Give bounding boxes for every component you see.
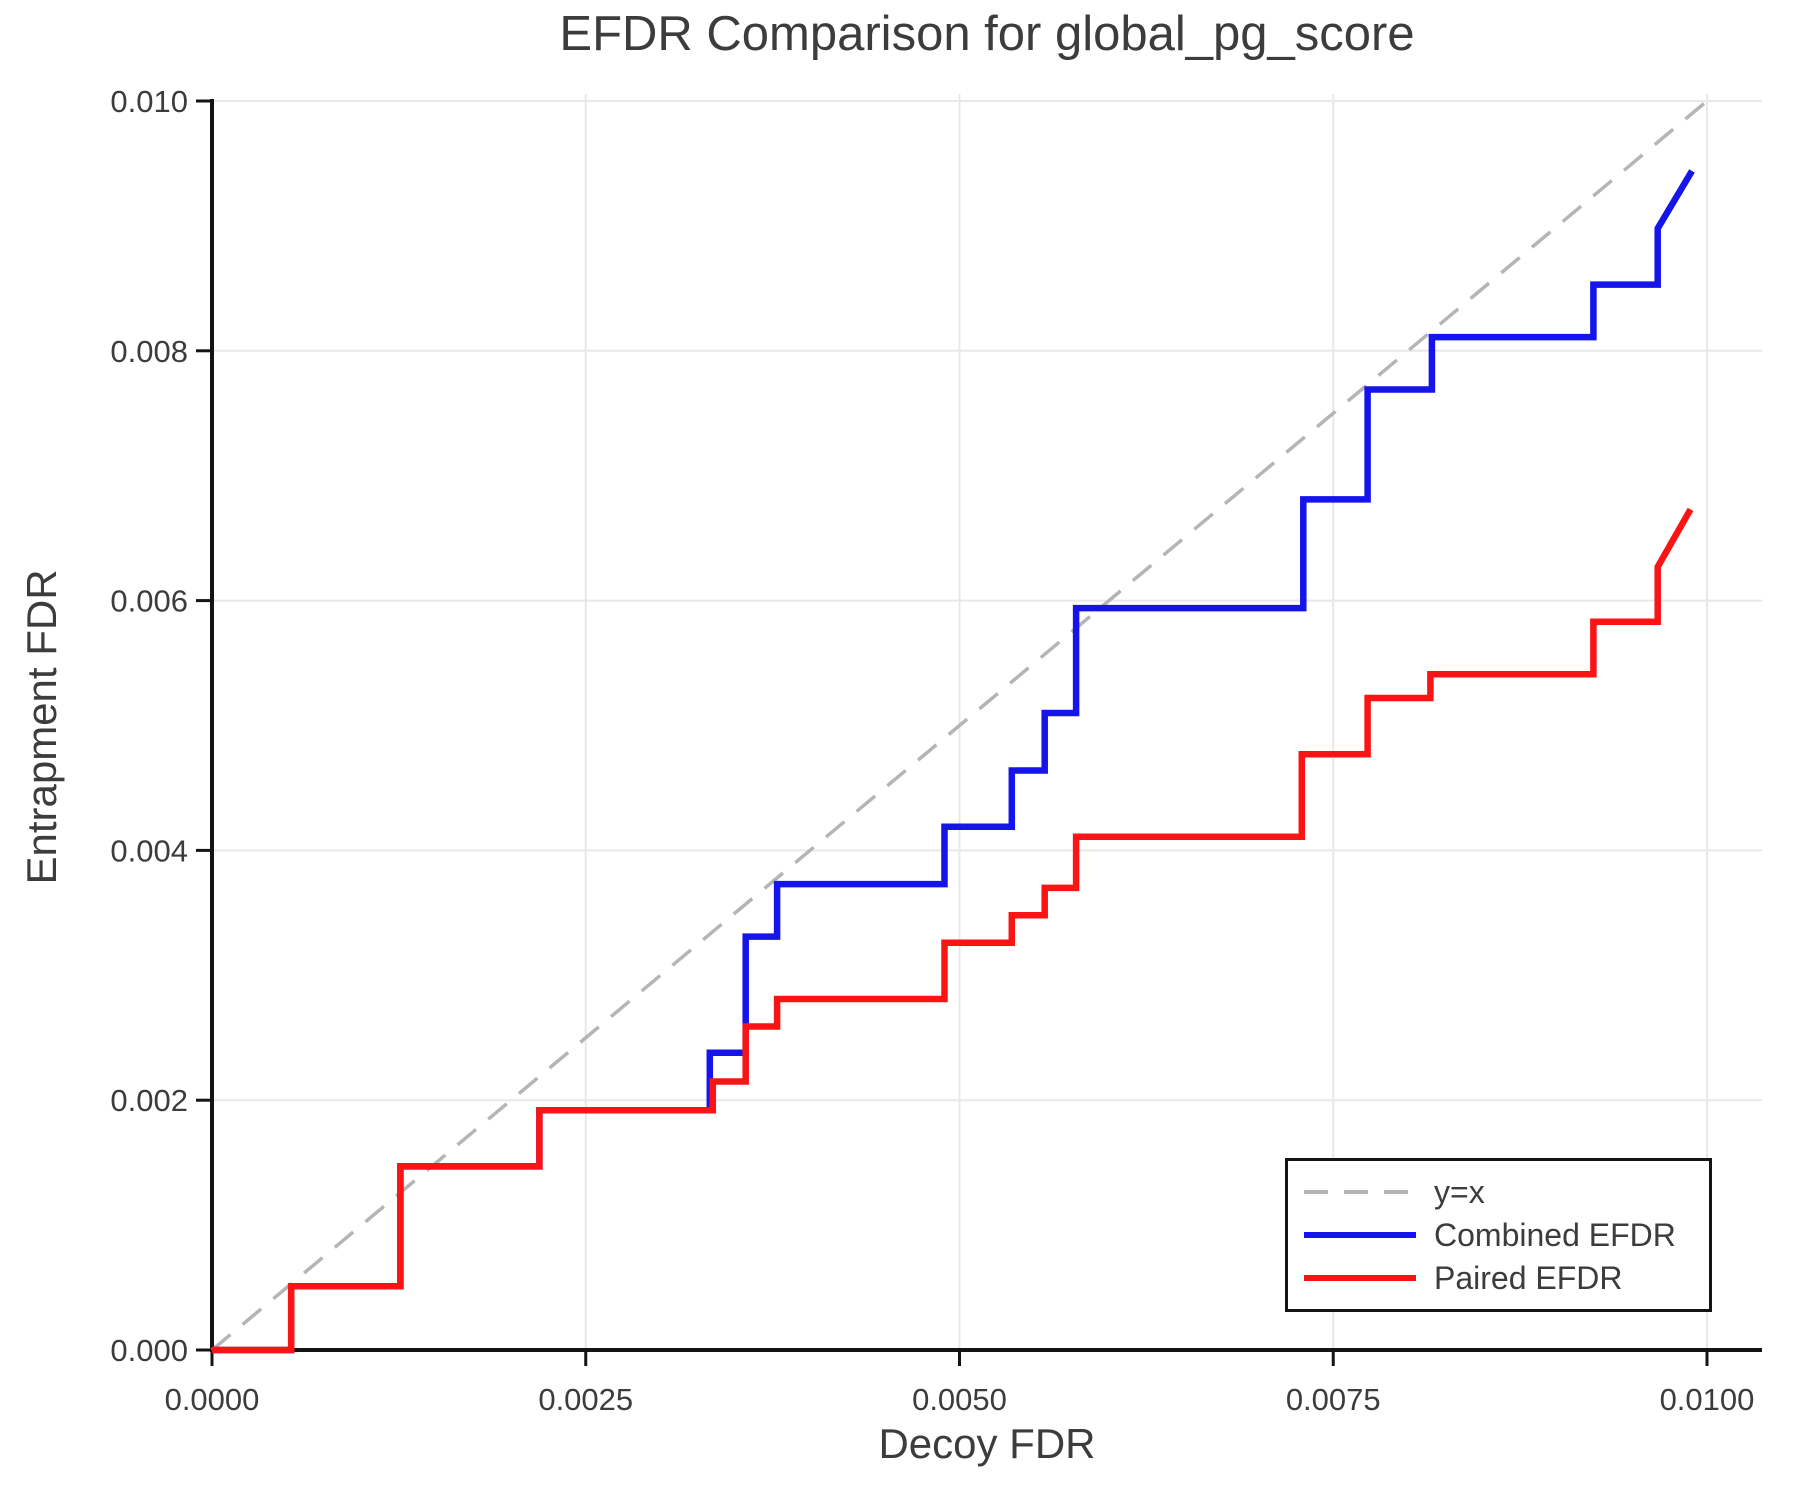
y-tick-label: 0.000	[110, 1333, 188, 1368]
x-tick-label: 0.0050	[912, 1382, 1007, 1417]
paired-efdr-line-swatch	[1304, 1275, 1416, 1281]
y-tick-label: 0.006	[110, 584, 188, 619]
series-identity-line	[210, 99, 1709, 1352]
legend-label-identity: y=x	[1434, 1174, 1485, 1210]
x-tick-label: 0.0100	[1660, 1382, 1755, 1417]
y-tick-label: 0.010	[110, 84, 188, 119]
chart-title: EFDR Comparison for global_pg_score	[559, 7, 1415, 61]
legend-entry-identity: y=x	[1304, 1173, 1709, 1211]
identity-dashed-line-swatch	[1304, 1190, 1416, 1194]
legend-entry-paired: Paired EFDR	[1304, 1259, 1709, 1297]
y-tick-label: 0.004	[110, 833, 188, 868]
y-tick-label: 0.008	[110, 334, 188, 369]
series-paired-efdr-line	[212, 507, 1694, 1354]
y-axis-title: Entrapment FDR	[18, 569, 65, 885]
legend-label-paired: Paired EFDR	[1434, 1260, 1623, 1296]
legend-entry-combined: Combined EFDR	[1304, 1216, 1709, 1254]
x-axis-title: Decoy FDR	[878, 1420, 1096, 1467]
combined-efdr-line-swatch	[1304, 1232, 1416, 1238]
x-tick-label: 0.0000	[165, 1382, 260, 1417]
y-tick-label: 0.002	[110, 1083, 188, 1118]
legend-label-combined: Combined EFDR	[1434, 1217, 1676, 1253]
x-tick-label: 0.0075	[1286, 1382, 1381, 1417]
x-tick-label: 0.0025	[538, 1382, 633, 1417]
legend: y=x Combined EFDR Paired EFDR	[1285, 1158, 1712, 1312]
